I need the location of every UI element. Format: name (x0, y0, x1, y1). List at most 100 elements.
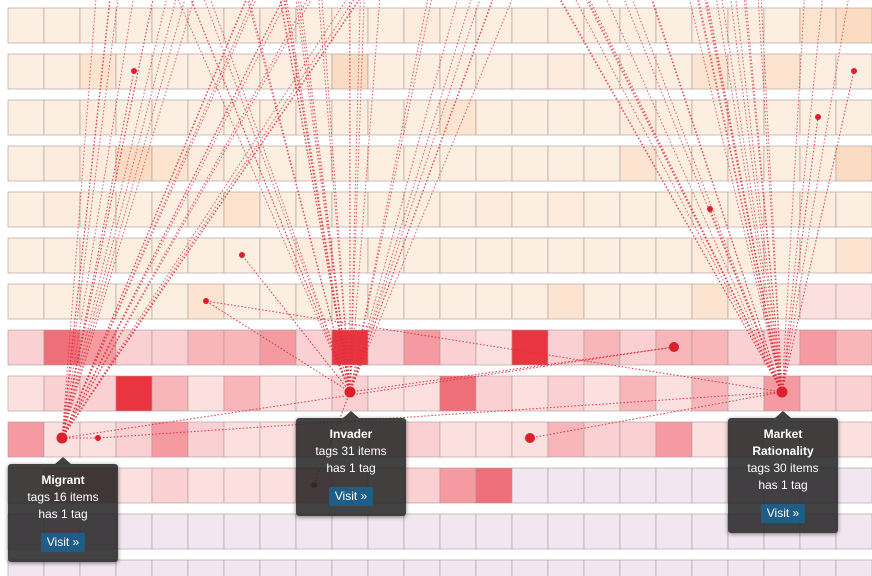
tag-cell (439, 283, 477, 320)
tooltip-has: has 1 tag (38, 507, 88, 521)
link-line (587, 0, 783, 393)
tag-cell (799, 237, 837, 274)
tag-cell (583, 559, 621, 576)
tooltip: Migrant tags 16 items has 1 tag Visit » (8, 457, 118, 562)
tag-cell (79, 559, 117, 576)
visit-button[interactable]: Visit » (760, 504, 806, 523)
tag-cell (619, 513, 657, 550)
tag-cell (511, 99, 549, 136)
tag-cell (619, 145, 657, 182)
tag-cell (475, 375, 513, 412)
link-line (606, 0, 783, 393)
tag-cell (799, 7, 837, 44)
visit-button[interactable]: Visit » (40, 533, 86, 552)
tag-cell (7, 329, 45, 366)
tag-cell (835, 375, 872, 412)
link-line (61, 0, 254, 439)
link-line (61, 0, 134, 439)
tag-cell (583, 513, 621, 550)
tooltip-title: Invader (329, 427, 373, 441)
link-line (652, 0, 783, 393)
link-line (205, 300, 783, 393)
link-line (61, 0, 284, 439)
tag-cell (295, 145, 333, 182)
tag-cell (727, 375, 765, 412)
tag-cell (187, 145, 225, 182)
tag-cell (187, 467, 225, 504)
tag-cell (547, 375, 585, 412)
tag-cell (403, 467, 441, 504)
link-line (697, 0, 783, 393)
tag-cell (763, 191, 801, 228)
tag-cell (583, 421, 621, 458)
link-line (349, 0, 429, 393)
tag-cell (259, 237, 297, 274)
tag-cell (43, 145, 81, 182)
tag-cell (835, 467, 872, 504)
tag-cell (259, 329, 297, 366)
tag-cell (439, 237, 477, 274)
tag-cell (547, 145, 585, 182)
tag-cell (43, 559, 81, 576)
tag-cell (619, 283, 657, 320)
link-line (709, 208, 783, 393)
tag-cell (619, 53, 657, 90)
link-line (61, 0, 247, 439)
tag-cell (691, 99, 729, 136)
tag-cell (367, 283, 405, 320)
link-line (295, 0, 351, 393)
tag-cell (799, 53, 837, 90)
tag-cell (475, 283, 513, 320)
link-line (299, 0, 351, 393)
tag-cell (475, 7, 513, 44)
tag-cell (403, 99, 441, 136)
tag-cell (511, 375, 549, 412)
tag-cell (835, 191, 872, 228)
tag-cell (439, 7, 477, 44)
tag-cell (763, 283, 801, 320)
tag-cell (367, 7, 405, 44)
tag-dot (851, 68, 857, 74)
tooltip-tags: tags 16 items (27, 490, 99, 504)
tag-cell (295, 329, 333, 366)
tag-cell (835, 283, 872, 320)
tag-cell (511, 145, 549, 182)
tag-cell (655, 467, 693, 504)
tag-cell (835, 145, 872, 182)
link-line (781, 70, 855, 393)
link-line (349, 0, 432, 393)
tag-cell (331, 513, 369, 550)
tag-cell (151, 559, 189, 576)
link-line (781, 116, 819, 393)
tag-cell (7, 559, 45, 576)
tag-cell (691, 421, 729, 458)
tag-cell (655, 53, 693, 90)
tag-cell (295, 559, 333, 576)
visit-button[interactable]: Visit » (328, 487, 374, 506)
tag-cell (835, 559, 872, 576)
tag-cell (547, 421, 585, 458)
link-line (730, 0, 783, 393)
link-line (757, 0, 783, 393)
tag-cell (619, 191, 657, 228)
link-line (349, 0, 494, 393)
tag-cell (799, 329, 837, 366)
tag-cell (439, 467, 477, 504)
tag-cell (547, 53, 585, 90)
link-line (61, 0, 167, 439)
tag-cell (259, 7, 297, 44)
tag-cell (835, 421, 872, 458)
link-line (318, 0, 351, 393)
tag-cell (619, 7, 657, 44)
link-line (705, 0, 783, 393)
tag-cell (835, 513, 872, 550)
tag-cell (691, 329, 729, 366)
tooltip-tags: tags 30 items (747, 461, 819, 475)
tag-cell (475, 145, 513, 182)
tag-cell (583, 237, 621, 274)
tag-cell (511, 191, 549, 228)
tag-cell (259, 559, 297, 576)
link-line (61, 0, 359, 439)
tag-cell (547, 467, 585, 504)
link-line (349, 0, 513, 393)
